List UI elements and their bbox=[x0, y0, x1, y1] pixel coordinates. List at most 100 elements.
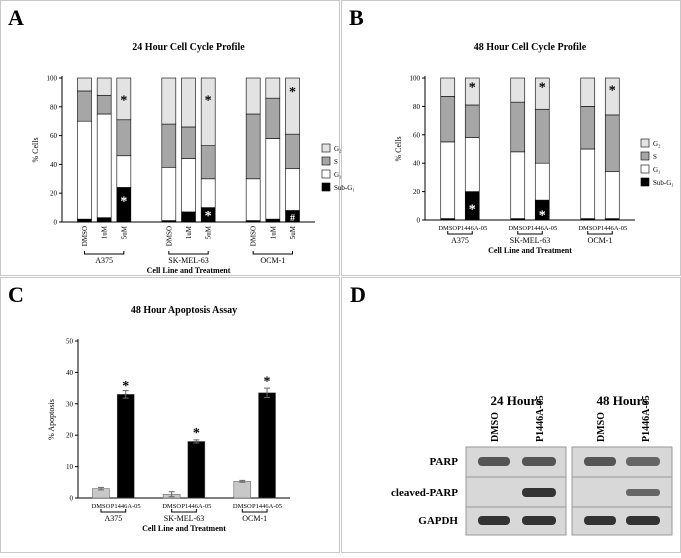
bar-segment bbox=[285, 77, 300, 135]
annotation: * bbox=[539, 81, 546, 96]
bar-segment bbox=[285, 168, 300, 211]
y-tick-label: 60 bbox=[50, 132, 58, 140]
bar-segment bbox=[440, 77, 456, 97]
bar-segment bbox=[181, 211, 196, 223]
annotation: * bbox=[539, 208, 546, 223]
annotation: * bbox=[289, 85, 296, 100]
error-bar bbox=[122, 390, 129, 399]
legend-swatch bbox=[640, 138, 650, 148]
bar-segment bbox=[96, 94, 112, 115]
annotation: * bbox=[120, 194, 127, 209]
y-tick-label: 80 bbox=[50, 103, 58, 111]
bar-segment bbox=[181, 126, 196, 159]
y-axis-label: % Apoptosis bbox=[47, 399, 56, 440]
chart-title: 48 Hour Apoptosis Assay bbox=[131, 305, 237, 316]
legend-swatch bbox=[640, 177, 650, 187]
annotation: * bbox=[469, 81, 476, 96]
annotation: * bbox=[122, 379, 129, 394]
group-label: SK-MEL-63 bbox=[510, 236, 550, 245]
y-tick-label: 0 bbox=[417, 217, 421, 225]
error-bar bbox=[193, 439, 200, 444]
group-label: OCM-1 bbox=[242, 514, 267, 523]
x-tick-label: 1uM bbox=[269, 225, 277, 239]
x-tick-label: P1446A-05 bbox=[527, 225, 557, 232]
y-tick-label: 100 bbox=[47, 75, 58, 83]
bar-segment bbox=[265, 97, 281, 139]
legend-label: S bbox=[653, 153, 657, 161]
bar bbox=[187, 441, 206, 499]
legend-label: Sub-G₁ bbox=[334, 184, 355, 192]
y-tick-label: 30 bbox=[66, 400, 74, 408]
bar bbox=[233, 481, 252, 499]
bar bbox=[116, 394, 135, 499]
panel-label: B bbox=[349, 5, 364, 30]
bar-segment bbox=[510, 101, 526, 153]
chart-title: 24 Hour Cell Cycle Profile bbox=[132, 42, 245, 53]
legend-swatch bbox=[321, 169, 331, 179]
x-tick-label: DMSO bbox=[233, 503, 252, 510]
bar-segment bbox=[580, 77, 596, 107]
x-tick-label: 5uM bbox=[205, 225, 213, 239]
annotation: # bbox=[290, 213, 295, 224]
time-label: 48 Hours bbox=[597, 393, 648, 408]
y-tick-label: 0 bbox=[70, 495, 74, 503]
group-label: A375 bbox=[95, 256, 113, 265]
bar-segment bbox=[510, 77, 526, 103]
annotation: * bbox=[120, 94, 127, 109]
x-tick-label: 1uM bbox=[101, 225, 109, 239]
row-label: cleaved-PARP bbox=[391, 487, 458, 499]
group-label: OCM-1 bbox=[588, 236, 613, 245]
bar-segment bbox=[440, 96, 456, 143]
bar-segment bbox=[580, 148, 596, 219]
group-label: A375 bbox=[451, 236, 469, 245]
x-tick-label: DMSO bbox=[165, 226, 173, 246]
error-bar bbox=[168, 491, 175, 498]
y-tick-label: 40 bbox=[50, 161, 58, 169]
bar-segment bbox=[604, 171, 620, 219]
bar-segment bbox=[77, 77, 92, 92]
legend-label: S bbox=[334, 158, 338, 166]
bar-segment bbox=[96, 217, 112, 223]
legend-swatch bbox=[640, 164, 650, 174]
bar-segment bbox=[265, 138, 281, 220]
bar-segment bbox=[510, 151, 526, 219]
group-bracket bbox=[171, 509, 197, 513]
row-label: PARP bbox=[429, 456, 458, 468]
legend-swatch bbox=[321, 143, 331, 153]
lane-label: P1446A-05 bbox=[535, 395, 546, 442]
annotation: * bbox=[205, 209, 212, 224]
group-bracket bbox=[83, 251, 125, 255]
legend-swatch bbox=[321, 156, 331, 166]
panel-label: C bbox=[8, 282, 24, 307]
group-bracket bbox=[100, 509, 127, 513]
bar-segment bbox=[265, 77, 281, 99]
legend-label: G₂ bbox=[334, 145, 342, 153]
bar-segment bbox=[161, 166, 177, 221]
y-tick-label: 10 bbox=[66, 463, 74, 471]
bar-segment bbox=[200, 77, 216, 146]
time-label: 24 Hours bbox=[491, 393, 542, 408]
legend-label: G₂ bbox=[653, 140, 661, 148]
bar-segment bbox=[181, 77, 196, 128]
bar-segment bbox=[534, 162, 550, 201]
bar-segment bbox=[181, 158, 196, 213]
y-tick-label: 40 bbox=[66, 369, 74, 377]
error-bar bbox=[264, 387, 271, 399]
bar-segment bbox=[161, 123, 177, 168]
legend-label: Sub-G₁ bbox=[653, 179, 674, 187]
y-tick-label: 20 bbox=[413, 188, 421, 196]
group-bracket bbox=[241, 509, 268, 513]
group-bracket bbox=[517, 231, 543, 235]
x-tick-label: P1446A-05 bbox=[457, 225, 487, 232]
bar-segment bbox=[200, 145, 216, 180]
x-tick-label: DMSO bbox=[438, 225, 457, 232]
annotation: * bbox=[205, 94, 212, 109]
y-tick-label: 50 bbox=[66, 338, 74, 346]
y-tick-label: 20 bbox=[66, 432, 74, 440]
group-bracket bbox=[447, 231, 473, 235]
legend-swatch bbox=[321, 182, 331, 192]
bar-segment bbox=[265, 218, 281, 223]
bar bbox=[258, 392, 276, 499]
x-tick-label: 5uM bbox=[120, 225, 128, 239]
bar-segment bbox=[534, 77, 550, 110]
